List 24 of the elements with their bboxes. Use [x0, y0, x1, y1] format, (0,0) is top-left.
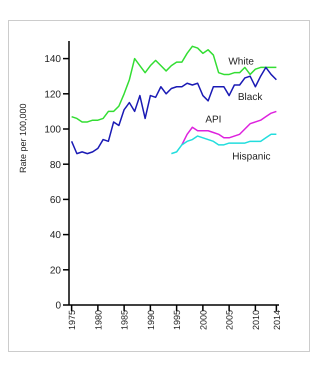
line-series [70, 46, 278, 123]
y-tick-label: 120 [44, 89, 62, 100]
series-label: Hispanic [232, 151, 271, 162]
x-tick-label: 1985 [120, 310, 130, 330]
y-axis-title: Rate per 100,000 [18, 103, 28, 173]
y-tick-label: 40 [50, 230, 62, 242]
y-tick-label: 60 [50, 194, 62, 206]
y-tick-label: 100 [44, 124, 62, 136]
x-tick-label: 2000 [198, 310, 208, 330]
x-tick-label: 1990 [146, 310, 156, 330]
series-label: Black [238, 92, 264, 104]
y-tick-label: 0 [55, 300, 62, 312]
series-label: API [205, 114, 222, 126]
x-tick-label: 1980 [93, 310, 104, 330]
line-series [181, 110, 278, 146]
x-tick-label: 2005 [224, 310, 235, 330]
x-tick-label: 1975 [67, 310, 78, 330]
series-label: White [228, 56, 254, 68]
x-tick-label: 2014 [272, 310, 282, 330]
x-tick-label: 1995 [172, 310, 182, 330]
y-tick-label: 140 [44, 54, 62, 66]
y-tick-label: 80 [50, 160, 62, 171]
x-tick-label: 2010 [250, 310, 261, 330]
y-tick-label: 20 [50, 265, 62, 276]
